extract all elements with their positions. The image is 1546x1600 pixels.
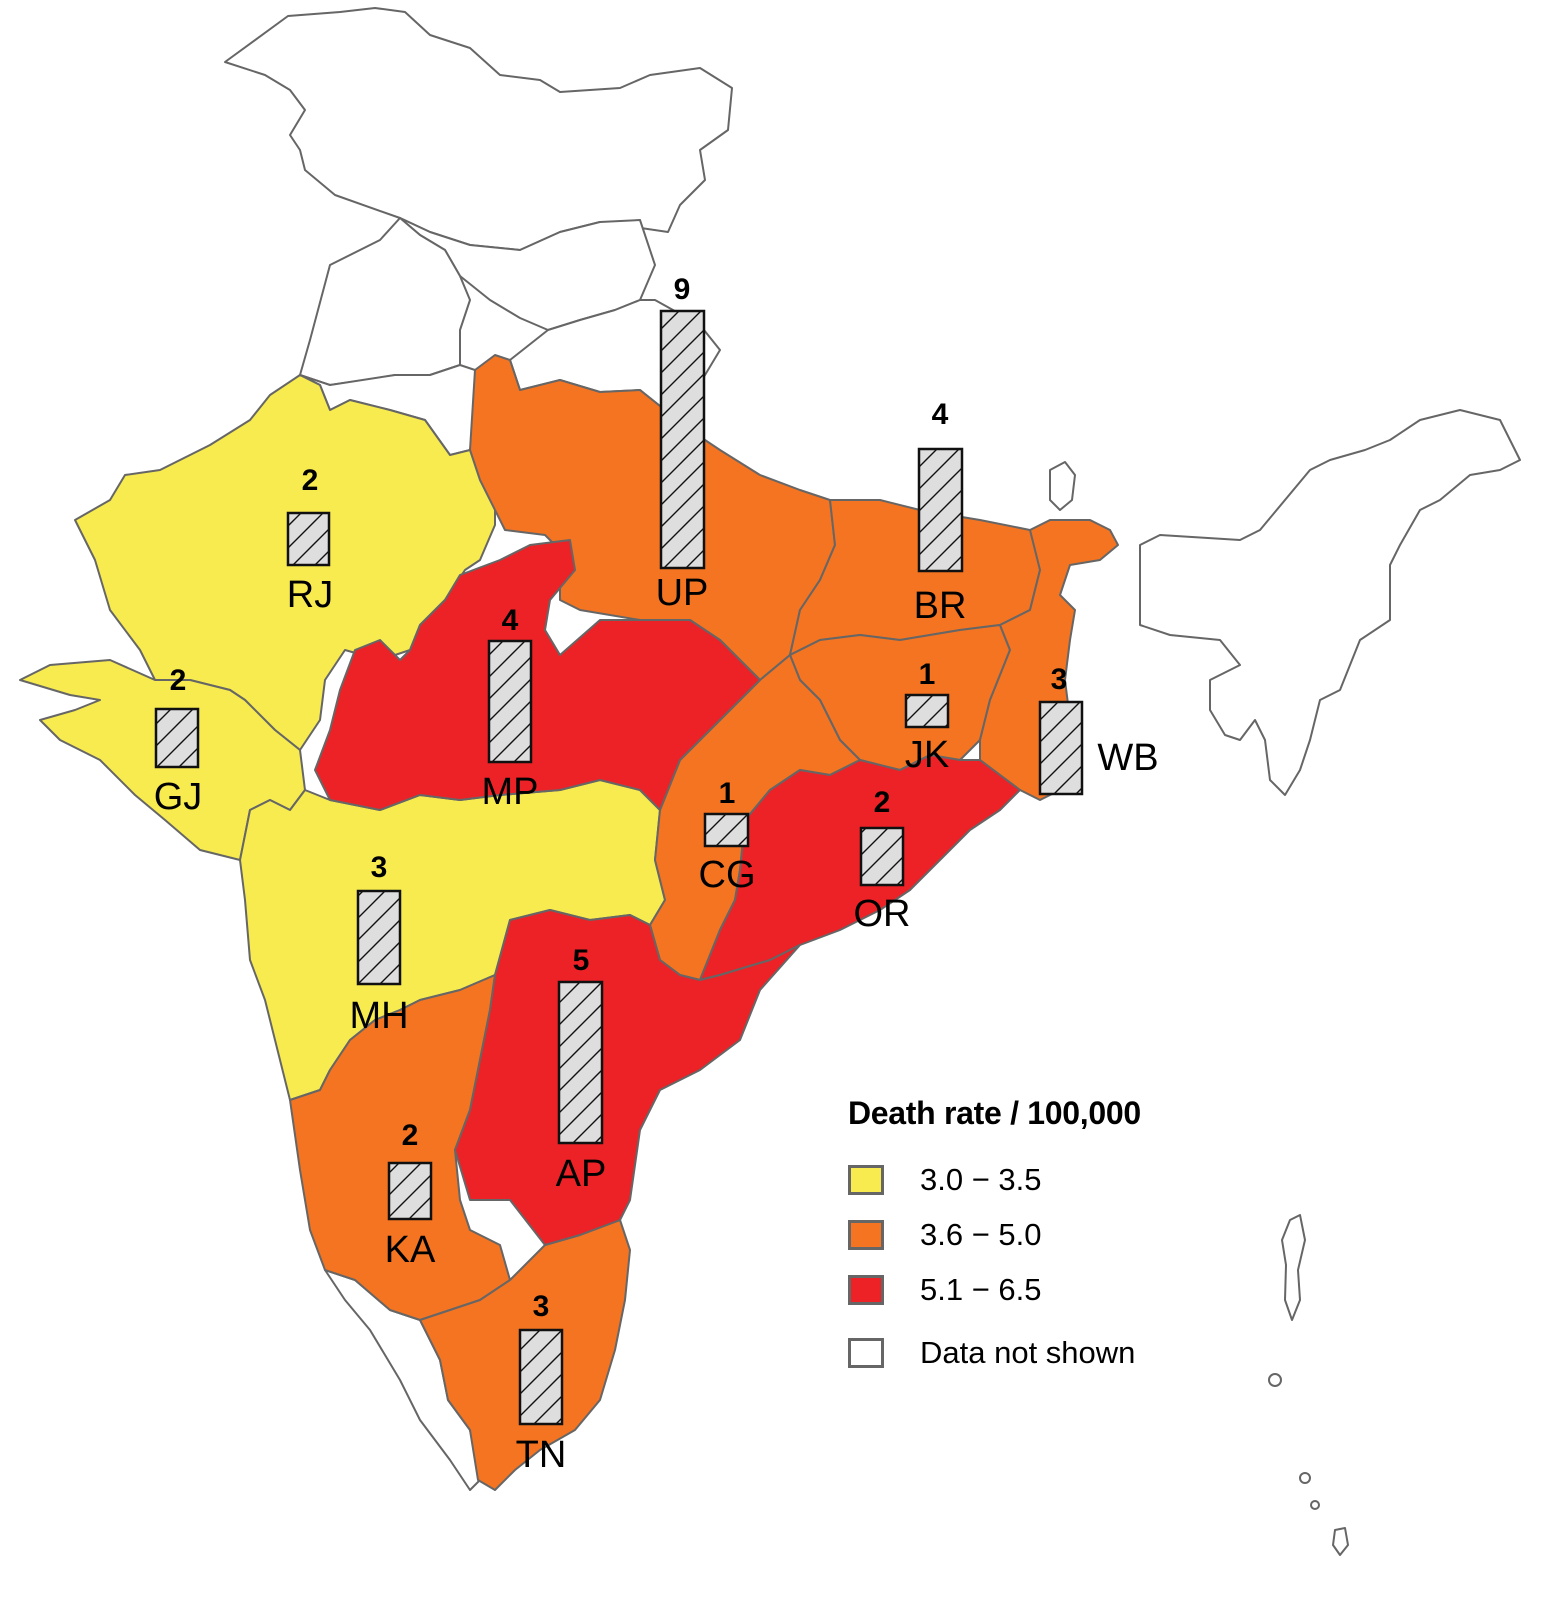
bar-KA: 2 KA: [385, 1119, 436, 1271]
region-sikkim: [1049, 461, 1076, 511]
bar-UP: 9 UP: [656, 273, 709, 614]
count-KA: 2: [402, 1119, 419, 1152]
bar-MH: 3 MH: [349, 851, 408, 1037]
count-TN: 3: [533, 1290, 550, 1323]
legend-label: 3.0 − 3.5: [920, 1161, 1042, 1197]
count-BR: 4: [932, 398, 949, 431]
bar-BR: 4 BR: [914, 398, 967, 627]
legend-label: Data not shown: [920, 1334, 1136, 1370]
legend: Death rate / 100,000 3.0 − 3.5 3.6 − 5.0…: [848, 1095, 1248, 1380]
count-OR: 2: [874, 786, 891, 819]
count-GJ: 2: [170, 664, 187, 697]
label-UP: UP: [656, 572, 709, 614]
bar-CG: 1 CG: [699, 777, 756, 896]
label-KA: KA: [385, 1229, 436, 1271]
count-MP: 4: [502, 604, 519, 637]
legend-swatch-yellow: [848, 1164, 884, 1195]
legend-title: Death rate / 100,000: [848, 1095, 1141, 1131]
label-AP: AP: [556, 1153, 607, 1195]
bar-OR: 2 OR: [854, 786, 911, 935]
bar-JK: 1 JK: [904, 658, 950, 776]
legend-item: 3.6 − 5.0: [848, 1207, 1248, 1262]
no-data-regions: [224, 7, 1521, 1556]
label-CG: CG: [699, 854, 756, 896]
bar-GJ: 2 GJ: [154, 664, 203, 818]
bar-TN: 3 TN: [516, 1290, 567, 1476]
label-JK: JK: [905, 734, 949, 776]
label-GJ: GJ: [154, 776, 203, 818]
region-MP: [314, 539, 761, 811]
label-RJ: RJ: [287, 574, 333, 616]
count-MH: 3: [371, 851, 388, 884]
bar-WB: 3 WB: [1038, 663, 1159, 796]
region-jammu-kashmir: [224, 7, 733, 251]
legend-swatch-white: [848, 1337, 884, 1368]
bar-RJ: 2 RJ: [286, 464, 333, 616]
region-KA: [289, 974, 511, 1321]
count-AP: 5: [573, 944, 590, 977]
region-northeast: [1139, 409, 1521, 796]
label-MP: MP: [482, 771, 539, 813]
label-WB: WB: [1097, 737, 1158, 779]
region-AP: [454, 909, 801, 1246]
legend-swatch-orange: [848, 1219, 884, 1250]
bar-AP: 5 AP: [556, 944, 607, 1195]
orange-states: [289, 354, 1119, 1491]
label-OR: OR: [854, 893, 911, 935]
count-CG: 1: [719, 777, 736, 810]
legend-item: 5.1 − 6.5: [848, 1262, 1248, 1317]
count-WB: 3: [1051, 663, 1068, 696]
label-BR: BR: [914, 585, 967, 627]
legend-label: 3.6 − 5.0: [920, 1216, 1042, 1252]
count-RJ: 2: [302, 464, 319, 497]
region-nicobar-islands: [1332, 1527, 1349, 1556]
bar-MP: 4 MP: [482, 604, 539, 813]
legend-swatch-red: [848, 1274, 884, 1305]
label-MH: MH: [349, 995, 408, 1037]
region-andaman-islands: [1281, 1214, 1306, 1321]
count-UP: 9: [674, 273, 691, 306]
label-TN: TN: [516, 1434, 567, 1476]
legend-label: 5.1 − 6.5: [920, 1271, 1042, 1307]
legend-item: Data not shown: [848, 1325, 1248, 1380]
legend-item: 3.0 − 3.5: [848, 1152, 1248, 1207]
count-JK: 1: [919, 658, 936, 691]
